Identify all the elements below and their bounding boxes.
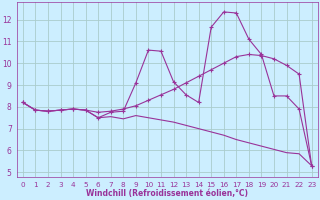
X-axis label: Windchill (Refroidissement éolien,°C): Windchill (Refroidissement éolien,°C) (86, 189, 248, 198)
